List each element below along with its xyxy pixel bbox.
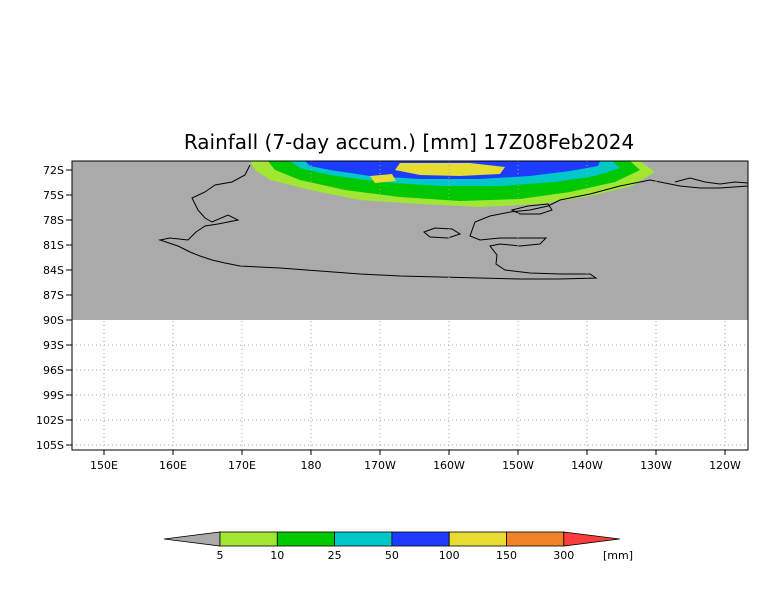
colorbar-box bbox=[391, 531, 450, 547]
colorbar-box bbox=[219, 531, 278, 547]
colorbar-boxes bbox=[219, 531, 620, 547]
lon-tick-label: 170E bbox=[228, 459, 256, 472]
colorbar-under-triangle bbox=[163, 531, 221, 547]
island-small-1 bbox=[510, 203, 553, 215]
colorbar-label: 10 bbox=[270, 549, 284, 562]
lat-tick-label: 102S bbox=[36, 414, 64, 427]
colorbar-box bbox=[334, 531, 393, 547]
lat-tick-label: 81S bbox=[43, 239, 64, 252]
colorbar-box bbox=[448, 531, 507, 547]
colorbar-over-triangle bbox=[563, 531, 620, 547]
lon-tick-label: 130W bbox=[640, 459, 672, 472]
lon-tick-label: 170W bbox=[364, 459, 396, 472]
map-title: Rainfall (7-day accum.) [mm] 17Z08Feb202… bbox=[184, 130, 634, 154]
lat-tick-label: 99S bbox=[43, 389, 64, 402]
lat-tick-label: 75S bbox=[43, 189, 64, 202]
roosevelt-island-coastline bbox=[423, 227, 462, 239]
ross-ice-shelf-coastline bbox=[158, 164, 749, 280]
colorbar-label: 300 bbox=[553, 549, 574, 562]
colorbar-box bbox=[276, 531, 335, 547]
graticule bbox=[72, 161, 748, 450]
lon-tick-label: 180 bbox=[301, 459, 322, 472]
colorbar: 5 10 25 50 100 150 300 [mm] bbox=[163, 531, 633, 562]
map-frame bbox=[71, 160, 749, 451]
rainfall-band-100mm-small bbox=[370, 174, 396, 183]
lon-tick-label: 160E bbox=[159, 459, 187, 472]
lat-tick-label: 105S bbox=[36, 439, 64, 452]
colorbar-labels: 5 10 25 50 100 150 300 bbox=[217, 549, 575, 562]
rainfall-bands bbox=[250, 161, 655, 207]
lat-tick-label: 72S bbox=[43, 164, 64, 177]
lat-tick-label: 90S bbox=[43, 314, 64, 327]
lon-tick-label: 150W bbox=[502, 459, 534, 472]
colorbar-label: 5 bbox=[217, 549, 224, 562]
lat-tick-label: 93S bbox=[43, 339, 64, 352]
colorbar-label: 100 bbox=[439, 549, 460, 562]
longitude-axis: 150E 160E 170E 180 170W 160W 150W 140W 130W 120W bbox=[90, 450, 741, 472]
lat-tick-label: 96S bbox=[43, 364, 64, 377]
colorbar-label: 50 bbox=[385, 549, 399, 562]
colorbar-box bbox=[506, 531, 565, 547]
rainfall-band-100mm bbox=[395, 163, 505, 176]
latitude-axis: 72S 75S 78S 81S 84S 87S 90S 93S 96S 99S 102S 105S bbox=[36, 164, 72, 452]
lat-tick-label: 84S bbox=[43, 264, 64, 277]
lon-tick-label: 160W bbox=[433, 459, 465, 472]
coastlines bbox=[158, 164, 749, 280]
lat-tick-label: 78S bbox=[43, 214, 64, 227]
colorbar-unit: [mm] bbox=[603, 549, 633, 562]
lon-tick-label: 150E bbox=[90, 459, 118, 472]
lon-tick-label: 120W bbox=[709, 459, 741, 472]
lat-tick-label: 87S bbox=[43, 289, 64, 302]
lon-tick-label: 140W bbox=[571, 459, 603, 472]
colorbar-label: 25 bbox=[328, 549, 342, 562]
marie-byrd-coast-detail bbox=[674, 177, 749, 185]
map-plot-area bbox=[71, 160, 749, 451]
colorbar-label: 150 bbox=[496, 549, 517, 562]
